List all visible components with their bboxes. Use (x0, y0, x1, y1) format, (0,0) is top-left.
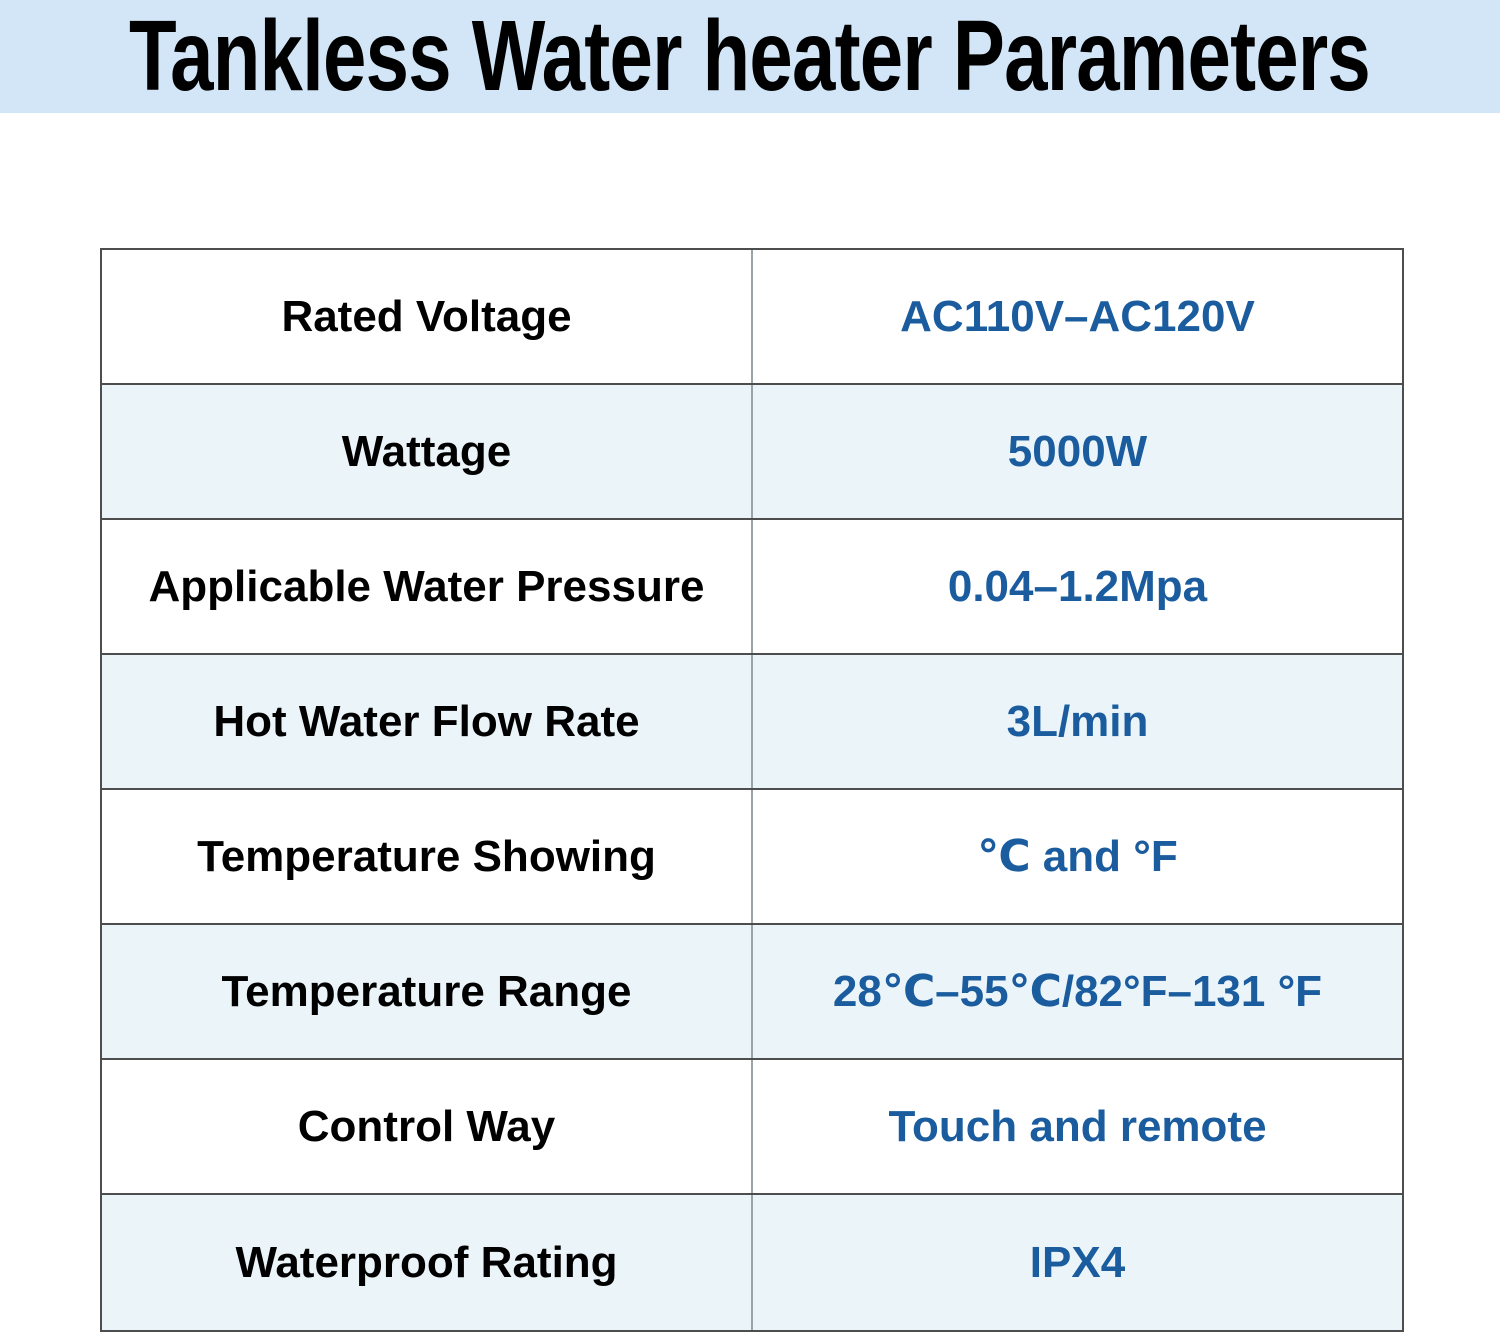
spec-value: 0.04–1.2Mpa (947, 561, 1208, 611)
spec-label: Applicable Water Pressure (102, 520, 753, 653)
table-row: Wattage 5000W (102, 385, 1402, 520)
table-row: Control Way Touch and remote (102, 1060, 1402, 1195)
spec-value: 3L/min (1006, 696, 1149, 746)
spec-value: IPX4 (1029, 1237, 1126, 1287)
spec-label: Hot Water Flow Rate (102, 655, 753, 788)
spec-value: AC110V–AC120V (900, 291, 1255, 341)
spec-table: Rated Voltage AC110V–AC120V Wattage 5000… (100, 248, 1404, 1332)
table-row: Applicable Water Pressure 0.04–1.2Mpa (102, 520, 1402, 655)
table-row: Temperature Showing ℃ and °F (102, 790, 1402, 925)
table-row: Hot Water Flow Rate 3L/min (102, 655, 1402, 790)
spec-value: 5000W (1007, 426, 1148, 476)
table-row: Rated Voltage AC110V–AC120V (102, 250, 1402, 385)
spec-label: Temperature Showing (102, 790, 753, 923)
spec-value: ℃ and °F (977, 832, 1178, 881)
table-row: Waterproof Rating IPX4 (102, 1195, 1402, 1330)
spec-label: Control Way (102, 1060, 753, 1193)
spec-label: Waterproof Rating (102, 1195, 753, 1330)
spec-value: Touch and remote (888, 1101, 1267, 1151)
spec-label: Wattage (102, 385, 753, 518)
spec-value: 28℃–55℃/82°F–131 °F (832, 967, 1323, 1016)
spec-label: Temperature Range (102, 925, 753, 1058)
spec-label: Rated Voltage (102, 250, 753, 383)
table-row: Temperature Range 28℃–55℃/82°F–131 °F (102, 925, 1402, 1060)
page-title: Tankless Water heater Parameters (129, 0, 1371, 112)
header-band: Tankless Water heater Parameters (0, 0, 1500, 113)
